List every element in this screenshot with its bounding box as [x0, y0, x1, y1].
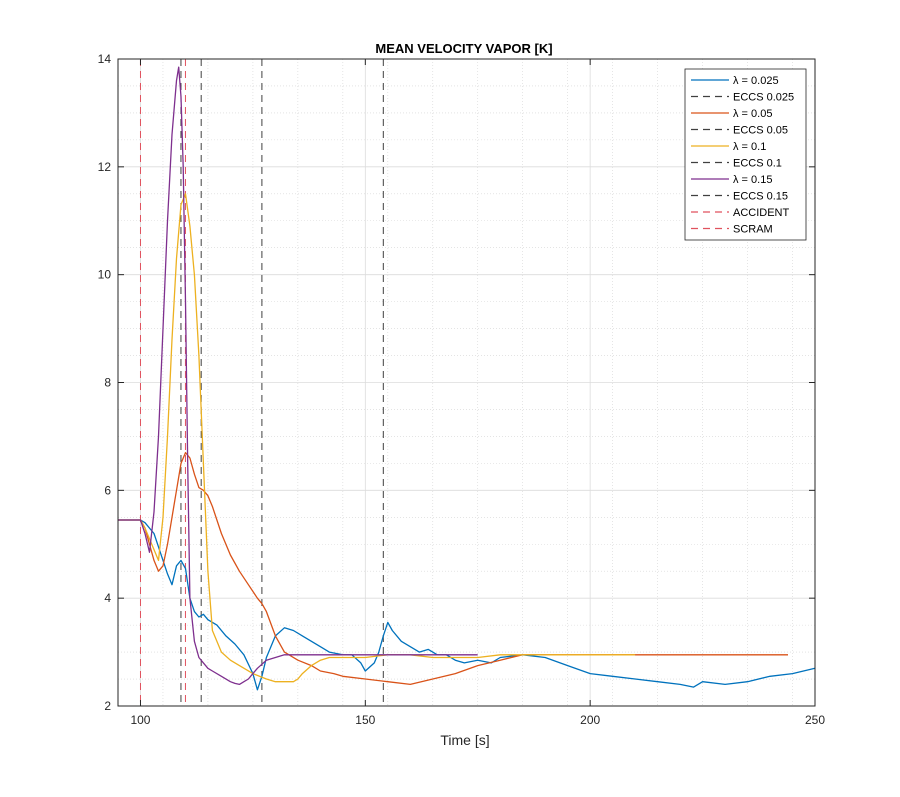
x-tick-label: 150 — [355, 713, 375, 727]
y-tick-label: 12 — [98, 160, 112, 174]
series-line-4 — [118, 66, 478, 686]
x-tick-label: 250 — [805, 713, 825, 727]
legend-label: SCRAM — [733, 224, 773, 236]
x-tick-label: 200 — [580, 713, 600, 727]
y-tick-label: 6 — [104, 483, 111, 497]
series-line-1 — [118, 519, 816, 691]
legend-label: λ = 0.1 — [733, 141, 766, 153]
x-axis-label: Time [s] — [440, 732, 489, 748]
y-tick-label: 2 — [104, 699, 111, 713]
legend-label: λ = 0.05 — [733, 108, 772, 120]
y-tick-label: 8 — [104, 376, 111, 390]
y-tick-label: 4 — [104, 591, 111, 605]
legend-label: ACCIDENT — [733, 207, 790, 219]
x-tick-label: 100 — [130, 713, 150, 727]
axes: 100 150 200 250 2 4 6 8 10 12 14 — [98, 52, 826, 727]
legend-label: ECCS 0.1 — [733, 158, 782, 170]
y-tick-label: 10 — [98, 268, 112, 282]
legend: λ = 0.025 ECCS 0.025 λ = 0.05 ECCS 0.05 λ = … — [684, 68, 807, 241]
legend-label: ECCS 0.05 — [733, 125, 788, 137]
legend-label: ECCS 0.025 — [733, 92, 794, 104]
legend-label: ECCS 0.15 — [733, 191, 788, 203]
legend-label: λ = 0.15 — [733, 174, 772, 186]
y-tick-label: 14 — [98, 52, 112, 66]
series-lines — [118, 66, 816, 691]
legend-label: λ = 0.025 — [733, 75, 779, 87]
chart-title: MEAN VELOCITY VAPOR [K] — [375, 41, 552, 56]
